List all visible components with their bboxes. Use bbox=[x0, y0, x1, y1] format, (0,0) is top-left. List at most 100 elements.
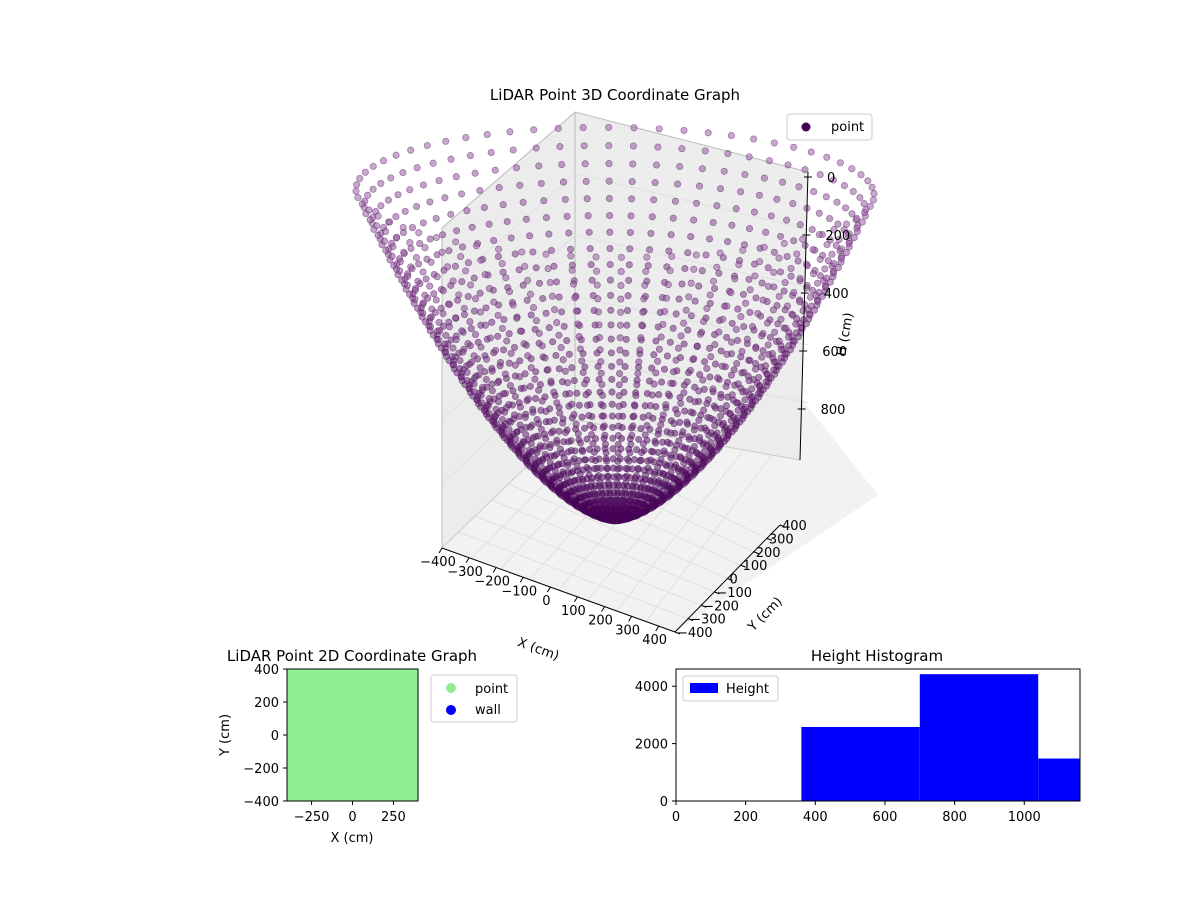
cloud-point bbox=[711, 360, 720, 368]
cloud-point bbox=[806, 293, 814, 301]
cloud-point bbox=[602, 449, 610, 457]
cloud-point bbox=[470, 274, 478, 282]
cloud-point bbox=[728, 391, 736, 399]
cloud-point bbox=[711, 422, 719, 430]
cloud-point bbox=[547, 377, 555, 385]
cloud-point bbox=[546, 459, 554, 467]
cloud-point bbox=[470, 307, 479, 315]
xh-tick-label: 800 bbox=[942, 810, 967, 825]
cloud-point bbox=[700, 406, 708, 414]
cloud-point bbox=[622, 335, 630, 343]
cloud-point bbox=[507, 349, 515, 357]
cloud-point bbox=[532, 368, 540, 376]
cloud-point bbox=[640, 295, 648, 303]
cloud-point bbox=[702, 251, 710, 259]
cloud-point bbox=[663, 352, 671, 360]
cloud-point bbox=[727, 417, 735, 425]
cloud-point bbox=[737, 313, 745, 321]
cloud-point bbox=[407, 244, 415, 252]
x3d-tick-mark bbox=[601, 606, 605, 612]
cloud-point bbox=[775, 362, 783, 370]
cloud-point bbox=[650, 470, 658, 479]
cloud-point bbox=[746, 308, 754, 316]
cloud-point bbox=[644, 262, 652, 270]
axes-frame-histogram bbox=[675, 668, 1081, 802]
cloud-point bbox=[727, 289, 735, 297]
cloud-point bbox=[693, 343, 701, 351]
cloud-point bbox=[546, 278, 554, 287]
cloud-point bbox=[582, 177, 590, 185]
cloud-point bbox=[774, 320, 782, 328]
cloud-point bbox=[775, 337, 783, 345]
cloud-point bbox=[626, 449, 634, 457]
cloud-point bbox=[507, 234, 515, 242]
x2d-tick-label: 0 bbox=[348, 810, 356, 825]
legend-histogram: Height bbox=[682, 675, 779, 702]
y2d-tick-label: −400 bbox=[243, 795, 279, 810]
cloud-point bbox=[442, 331, 450, 339]
cloud-point bbox=[494, 311, 502, 319]
cloud-point bbox=[575, 401, 583, 409]
cloud-point bbox=[607, 306, 615, 314]
cloud-point bbox=[777, 354, 785, 362]
cloud-point bbox=[766, 333, 774, 341]
cloud-point bbox=[511, 392, 519, 401]
cloud-point bbox=[597, 358, 605, 366]
cloud-point bbox=[633, 381, 641, 389]
cloud-point bbox=[392, 151, 400, 159]
cloud-point bbox=[681, 407, 689, 415]
cloud-point bbox=[652, 439, 660, 447]
cloud-point bbox=[674, 467, 683, 475]
cloud-point bbox=[739, 388, 747, 396]
cloud-point bbox=[595, 321, 603, 329]
y2d-tick-label: 200 bbox=[254, 696, 279, 711]
cloud-point bbox=[700, 454, 708, 462]
cloud-point bbox=[449, 277, 457, 285]
cloud-point bbox=[853, 224, 861, 232]
cloud-point bbox=[719, 254, 727, 262]
cloud-point bbox=[752, 294, 760, 302]
cloud-point bbox=[566, 390, 574, 398]
cloud-point bbox=[646, 402, 655, 410]
cloud-point bbox=[531, 375, 539, 383]
cloud-point bbox=[594, 295, 602, 303]
cloud-point bbox=[853, 214, 861, 222]
cloud-point bbox=[432, 233, 440, 242]
cloud-point bbox=[713, 429, 721, 437]
cloud-point bbox=[795, 183, 803, 191]
cloud-point bbox=[599, 402, 607, 410]
cloud-point bbox=[524, 352, 532, 360]
cloud-point bbox=[715, 328, 723, 336]
cloud-point bbox=[658, 482, 666, 490]
cloud-point bbox=[662, 401, 670, 409]
cloud-point bbox=[421, 318, 429, 326]
cloud-point bbox=[605, 194, 613, 203]
cloud-point bbox=[403, 281, 411, 289]
cloud-point bbox=[808, 286, 817, 294]
cloud-point bbox=[542, 407, 550, 415]
cloud-point bbox=[724, 238, 732, 246]
cloud-point bbox=[414, 277, 422, 285]
cloud-point bbox=[685, 451, 693, 459]
cloud-point bbox=[681, 444, 689, 452]
cloud-point bbox=[644, 464, 652, 472]
cloud-point bbox=[507, 418, 515, 426]
x3d-tick-mark bbox=[438, 547, 443, 554]
cloud-point bbox=[570, 410, 578, 419]
cloud-point bbox=[387, 174, 395, 182]
cloud-point bbox=[558, 160, 566, 169]
cloud-point bbox=[521, 262, 529, 270]
cloud-point bbox=[494, 379, 502, 387]
cloud-point bbox=[748, 385, 756, 393]
cloud-point bbox=[563, 379, 572, 387]
cloud-point bbox=[750, 208, 758, 216]
y3d-tick-label: −100 bbox=[716, 586, 752, 601]
cloud-point bbox=[745, 377, 753, 385]
cloud-point bbox=[713, 202, 721, 210]
cloud-point bbox=[404, 272, 412, 280]
cloud-point bbox=[549, 338, 557, 346]
cloud-point bbox=[594, 308, 602, 316]
histogram-bar bbox=[801, 726, 920, 801]
cloud-point bbox=[696, 371, 704, 379]
